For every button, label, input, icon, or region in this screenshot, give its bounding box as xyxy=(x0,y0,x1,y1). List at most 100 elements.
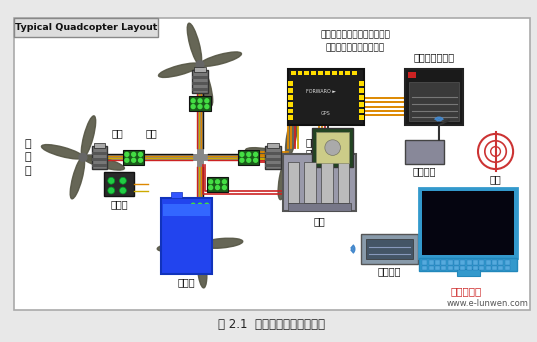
Bar xyxy=(441,266,446,271)
Bar xyxy=(405,69,463,125)
Bar xyxy=(456,268,480,276)
Text: 天线: 天线 xyxy=(490,174,502,184)
Bar xyxy=(338,70,343,75)
Bar xyxy=(332,70,337,75)
Ellipse shape xyxy=(197,245,207,288)
Text: FORWARO ►: FORWARO ► xyxy=(306,90,336,94)
Bar xyxy=(13,18,158,37)
Text: 图 2.1  四旋翼无人机基本构成: 图 2.1 四旋翼无人机基本构成 xyxy=(217,318,325,331)
Circle shape xyxy=(205,99,209,103)
Bar xyxy=(265,158,281,161)
Bar xyxy=(192,76,208,79)
Bar xyxy=(325,70,330,75)
Bar xyxy=(318,70,323,75)
Text: 定位
模块: 定位 模块 xyxy=(306,137,317,158)
Circle shape xyxy=(198,203,202,207)
Bar xyxy=(171,193,183,198)
Bar xyxy=(352,70,357,75)
Circle shape xyxy=(240,153,244,156)
Bar xyxy=(359,115,364,120)
Bar xyxy=(480,266,484,271)
Bar xyxy=(192,88,208,91)
Circle shape xyxy=(253,158,258,162)
Bar xyxy=(288,88,293,93)
Bar xyxy=(192,229,208,233)
Ellipse shape xyxy=(288,155,330,167)
Bar xyxy=(405,140,444,164)
Bar xyxy=(435,266,440,271)
Bar xyxy=(423,266,427,271)
Circle shape xyxy=(222,186,226,189)
Bar xyxy=(288,81,293,86)
Circle shape xyxy=(215,180,220,184)
Bar xyxy=(409,82,460,121)
Bar xyxy=(288,95,293,100)
Circle shape xyxy=(191,203,195,207)
Bar xyxy=(448,266,453,271)
Bar xyxy=(288,115,293,120)
Bar xyxy=(288,162,300,203)
Bar xyxy=(486,266,491,271)
Circle shape xyxy=(209,186,213,189)
Text: www.e-lunwen.com: www.e-lunwen.com xyxy=(447,299,529,308)
Circle shape xyxy=(132,153,136,156)
Bar xyxy=(423,260,427,265)
Bar xyxy=(423,190,514,255)
Bar xyxy=(498,260,503,265)
Circle shape xyxy=(132,158,136,162)
Text: 遥控信号接收机: 遥控信号接收机 xyxy=(413,52,455,62)
Bar xyxy=(429,266,433,271)
Bar xyxy=(448,260,453,265)
Bar xyxy=(161,198,212,274)
Circle shape xyxy=(139,153,142,156)
Circle shape xyxy=(240,158,244,162)
Bar xyxy=(345,70,350,75)
Circle shape xyxy=(191,209,195,213)
Bar xyxy=(288,69,364,125)
Circle shape xyxy=(108,177,114,184)
Circle shape xyxy=(196,61,204,69)
Text: 云台: 云台 xyxy=(314,216,325,226)
Bar xyxy=(93,143,105,148)
Ellipse shape xyxy=(83,156,125,170)
Bar xyxy=(473,266,478,271)
Text: 螺
旋
桨: 螺 旋 桨 xyxy=(24,139,31,175)
Text: GPS: GPS xyxy=(321,111,331,116)
Bar xyxy=(92,153,107,155)
Bar xyxy=(498,266,503,271)
Bar xyxy=(505,266,510,271)
Bar xyxy=(460,260,466,265)
Bar xyxy=(192,235,208,238)
Text: 电调: 电调 xyxy=(146,128,157,138)
Text: 电机: 电机 xyxy=(111,128,123,138)
Bar xyxy=(92,164,107,167)
Bar xyxy=(492,260,497,265)
Ellipse shape xyxy=(81,116,96,157)
Text: 蜂鸣器: 蜂鸣器 xyxy=(110,199,128,209)
Ellipse shape xyxy=(286,115,297,157)
Circle shape xyxy=(325,140,340,155)
Bar xyxy=(359,88,364,93)
Bar xyxy=(207,177,228,193)
Circle shape xyxy=(120,177,126,184)
Text: Typical Quadcopter Layout: Typical Quadcopter Layout xyxy=(14,23,157,32)
Ellipse shape xyxy=(278,157,290,200)
Circle shape xyxy=(205,209,209,213)
Circle shape xyxy=(205,203,209,207)
Bar xyxy=(291,70,295,75)
Bar xyxy=(505,260,510,265)
Text: 数传模块: 数传模块 xyxy=(412,166,436,176)
Bar xyxy=(123,149,144,165)
Bar xyxy=(454,260,459,265)
Bar xyxy=(189,96,211,111)
Ellipse shape xyxy=(70,157,84,199)
Text: 锂电池: 锂电池 xyxy=(178,277,195,287)
Bar xyxy=(454,266,459,271)
Circle shape xyxy=(198,209,202,213)
Bar xyxy=(13,18,529,311)
Circle shape xyxy=(191,105,195,108)
Circle shape xyxy=(209,180,213,184)
Bar xyxy=(366,239,412,259)
Bar xyxy=(467,260,471,265)
Text: 上海论文网: 上海论文网 xyxy=(451,286,482,296)
